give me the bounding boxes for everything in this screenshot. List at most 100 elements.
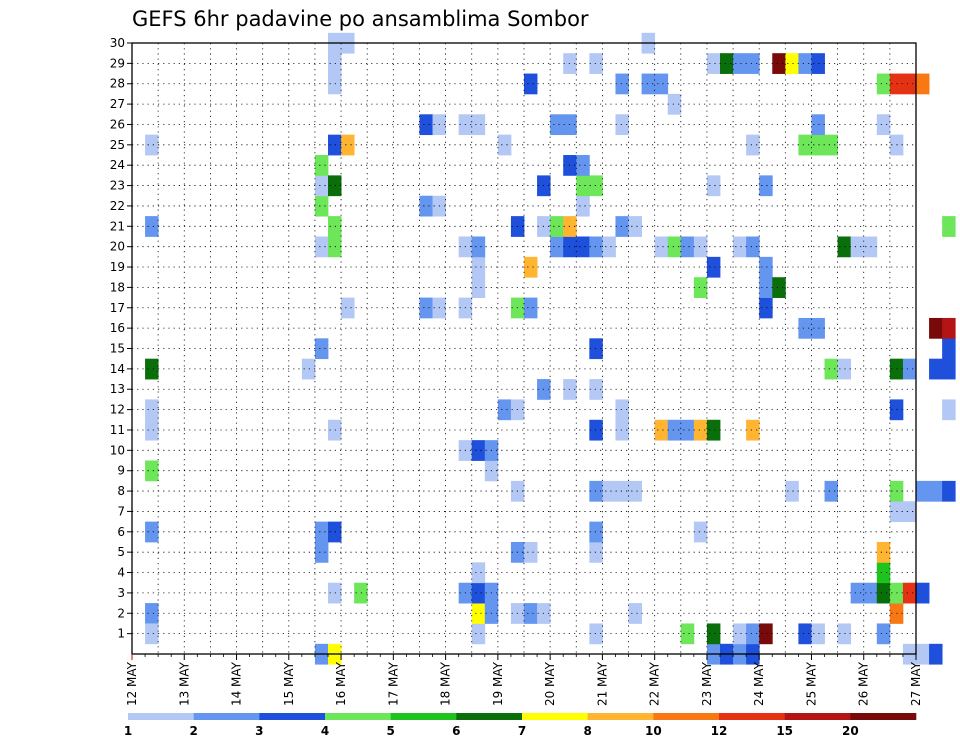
- heatmap-cell: [576, 155, 590, 176]
- heatmap-cell: [876, 562, 891, 584]
- y-tick-label: 6: [117, 525, 125, 539]
- heatmap-cell: [145, 460, 159, 482]
- y-tick-label: 5: [117, 545, 125, 559]
- heatmap-cell: [589, 541, 603, 563]
- colorbar-swatch: [653, 713, 720, 720]
- heatmap-cell: [850, 236, 865, 258]
- heatmap-cell: [680, 236, 695, 258]
- heatmap-cell: [942, 480, 956, 502]
- heatmap-cell: [524, 541, 538, 563]
- heatmap-cell: [314, 236, 329, 258]
- heatmap-cell: [706, 53, 721, 74]
- heatmap-cell: [654, 236, 669, 258]
- heatmap-cell: [328, 134, 342, 156]
- heatmap-cell: [328, 521, 342, 543]
- heatmap-cell: [916, 480, 930, 502]
- heatmap-cell: [589, 338, 603, 360]
- heatmap-cell: [837, 236, 852, 258]
- heatmap-cell: [680, 623, 695, 645]
- heatmap-cell: [576, 195, 590, 217]
- x-tick-label: 14 MAY: [230, 661, 244, 706]
- colorbar-label: 7: [518, 724, 526, 738]
- heatmap-cell: [314, 521, 329, 543]
- heatmap-cell: [693, 419, 708, 441]
- y-tick-label: 12: [110, 403, 125, 417]
- heatmap-cell: [497, 134, 512, 156]
- colorbar-swatch: [390, 713, 457, 720]
- heatmap-cell: [602, 480, 616, 502]
- colorbar-label: 2: [189, 724, 197, 738]
- heatmap-cell: [589, 419, 603, 441]
- heatmap-cell: [314, 175, 329, 197]
- heatmap-cell: [706, 623, 721, 645]
- colorbar-swatch: [719, 713, 785, 720]
- heatmap-cell: [615, 480, 629, 502]
- heatmap-cell: [798, 317, 812, 339]
- y-tick-label: 10: [110, 443, 125, 457]
- heatmap-cell: [471, 114, 486, 136]
- heatmap-cell: [693, 521, 708, 543]
- heatmap-cell: [733, 236, 747, 258]
- heatmap-cell: [328, 175, 342, 197]
- heatmap-cell: [759, 297, 773, 319]
- heatmap-cell: [524, 603, 538, 624]
- y-tick-label: 19: [110, 260, 125, 274]
- y-tick-label: 15: [110, 342, 125, 356]
- heatmap-cell: [301, 358, 316, 380]
- heatmap-cell: [720, 53, 734, 74]
- heatmap-cell: [341, 134, 355, 156]
- y-tick-label: 9: [117, 464, 125, 478]
- colorbar-swatch: [456, 713, 523, 720]
- heatmap-cell: [733, 53, 747, 74]
- heatmap-cell: [876, 73, 891, 95]
- y-tick-label: 14: [110, 362, 125, 376]
- heatmap-cell: [693, 236, 708, 258]
- heatmap-cell: [145, 216, 159, 237]
- y-tick-label: 17: [110, 301, 125, 315]
- heatmap-cell: [876, 623, 891, 645]
- heatmap-cell: [902, 358, 917, 380]
- y-tick-label: 20: [110, 240, 125, 254]
- heatmap-cell: [341, 297, 355, 319]
- heatmap-cell: [615, 399, 629, 421]
- y-tick-label: 2: [117, 606, 125, 620]
- x-tick-label: 12 MAY: [125, 661, 139, 706]
- heatmap-cell: [328, 236, 342, 258]
- heatmap-cell: [145, 603, 159, 624]
- heatmap-cell: [615, 73, 629, 95]
- chart-title: GEFS 6hr padavine po ansamblima Sombor: [132, 7, 589, 31]
- y-tick-label: 3: [117, 586, 125, 600]
- y-tick-label: 29: [110, 56, 125, 70]
- x-tick-label: 18 MAY: [439, 661, 453, 706]
- heatmap-cell: [550, 114, 564, 136]
- heatmap-cell: [824, 358, 838, 380]
- heatmap-cell: [876, 541, 891, 563]
- colorbar-swatch: [193, 713, 260, 720]
- heatmap-cell: [471, 623, 486, 645]
- heatmap-cell: [916, 643, 930, 665]
- heatmap-cell: [680, 419, 695, 441]
- heatmap-cell: [589, 521, 603, 543]
- heatmap-cell: [733, 623, 747, 645]
- heatmap-cell: [811, 53, 825, 74]
- heatmap-cell: [314, 541, 329, 563]
- heatmap-cell: [902, 582, 917, 604]
- x-tick-label: 26 MAY: [857, 661, 871, 706]
- y-tick-label: 8: [117, 484, 125, 498]
- y-tick-label: 27: [110, 97, 125, 111]
- heatmap-cell: [576, 236, 590, 258]
- colorbar-swatch: [128, 713, 194, 720]
- heatmap-cell: [471, 256, 486, 278]
- x-tick-label: 27 MAY: [909, 661, 923, 706]
- heatmap-cell: [328, 53, 342, 74]
- colorbar-label: 8: [583, 724, 591, 738]
- heatmap-cell: [798, 623, 812, 645]
- heatmap-cell: [589, 236, 603, 258]
- heatmap-cell: [942, 216, 956, 237]
- heatmap-cell: [471, 562, 486, 584]
- heatmap-cell: [746, 53, 760, 74]
- y-tick-label: 16: [110, 321, 125, 335]
- heatmap-cell: [746, 623, 760, 645]
- heatmap-cell: [328, 73, 342, 95]
